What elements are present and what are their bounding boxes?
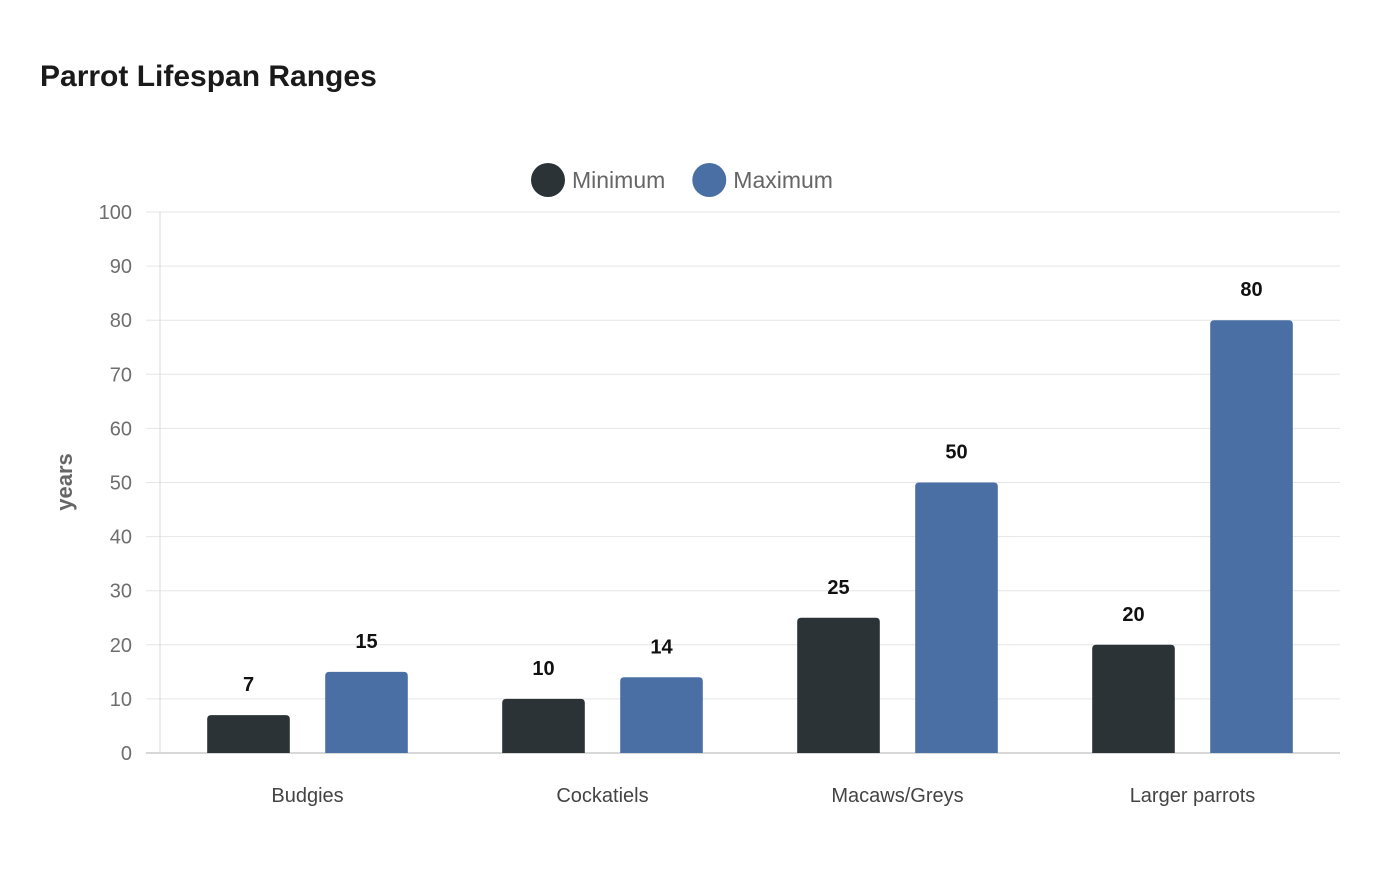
legend-label: Minimum [572,167,665,193]
legend: Minimum Maximum [531,163,833,197]
data-label: 10 [532,658,554,680]
chart-title: Parrot Lifespan Ranges [40,60,377,93]
gridlines [146,211,1340,700]
y-tick-label: 60 [110,418,132,440]
y-tick-label: 30 [110,581,132,603]
bar-minimum [1092,644,1175,753]
y-tick-label: 50 [110,473,132,495]
bar-minimum [502,698,585,753]
y-tick-label: 80 [110,310,132,332]
data-label: 7 [243,674,254,696]
data-label: 80 [1240,279,1262,301]
data-label: 50 [945,442,967,464]
y-tick-label: 100 [99,202,132,224]
data-label: 15 [355,631,377,653]
y-axis-title: years [52,453,77,511]
data-label: 20 [1122,604,1144,626]
y-tick-label: 0 [121,743,132,765]
bar-minimum [207,715,290,753]
y-tick-label: 10 [110,689,132,711]
data-label: 14 [650,636,673,658]
x-tick-labels: Budgies Cockatiels Macaws/Greys Larger parr… [271,785,1255,807]
bar-maximum [915,482,998,753]
bar-maximum [325,671,408,753]
y-tick-label: 70 [110,364,132,386]
x-tick-label: Budgies [271,785,343,807]
legend-swatch-maximum [692,163,727,197]
bar-minimum [797,617,880,753]
bars [207,320,1293,753]
bar-maximum [620,677,703,753]
legend-label: Maximum [733,167,833,193]
y-tick-label: 90 [110,256,132,278]
y-tick-label: 40 [110,527,132,549]
legend-swatch-minimum [531,163,565,197]
x-tick-label: Larger parrots [1130,785,1256,807]
data-label: 25 [827,577,849,599]
x-tick-label: Cockatiels [556,785,648,807]
y-tick-labels: 0 10 20 30 40 50 60 70 80 90 100 [99,202,132,765]
bar-maximum [1210,320,1293,753]
y-tick-label: 20 [110,635,132,657]
x-tick-label: Macaws/Greys [831,785,963,807]
data-labels: 7 15 10 14 25 50 20 80 [243,279,1263,696]
